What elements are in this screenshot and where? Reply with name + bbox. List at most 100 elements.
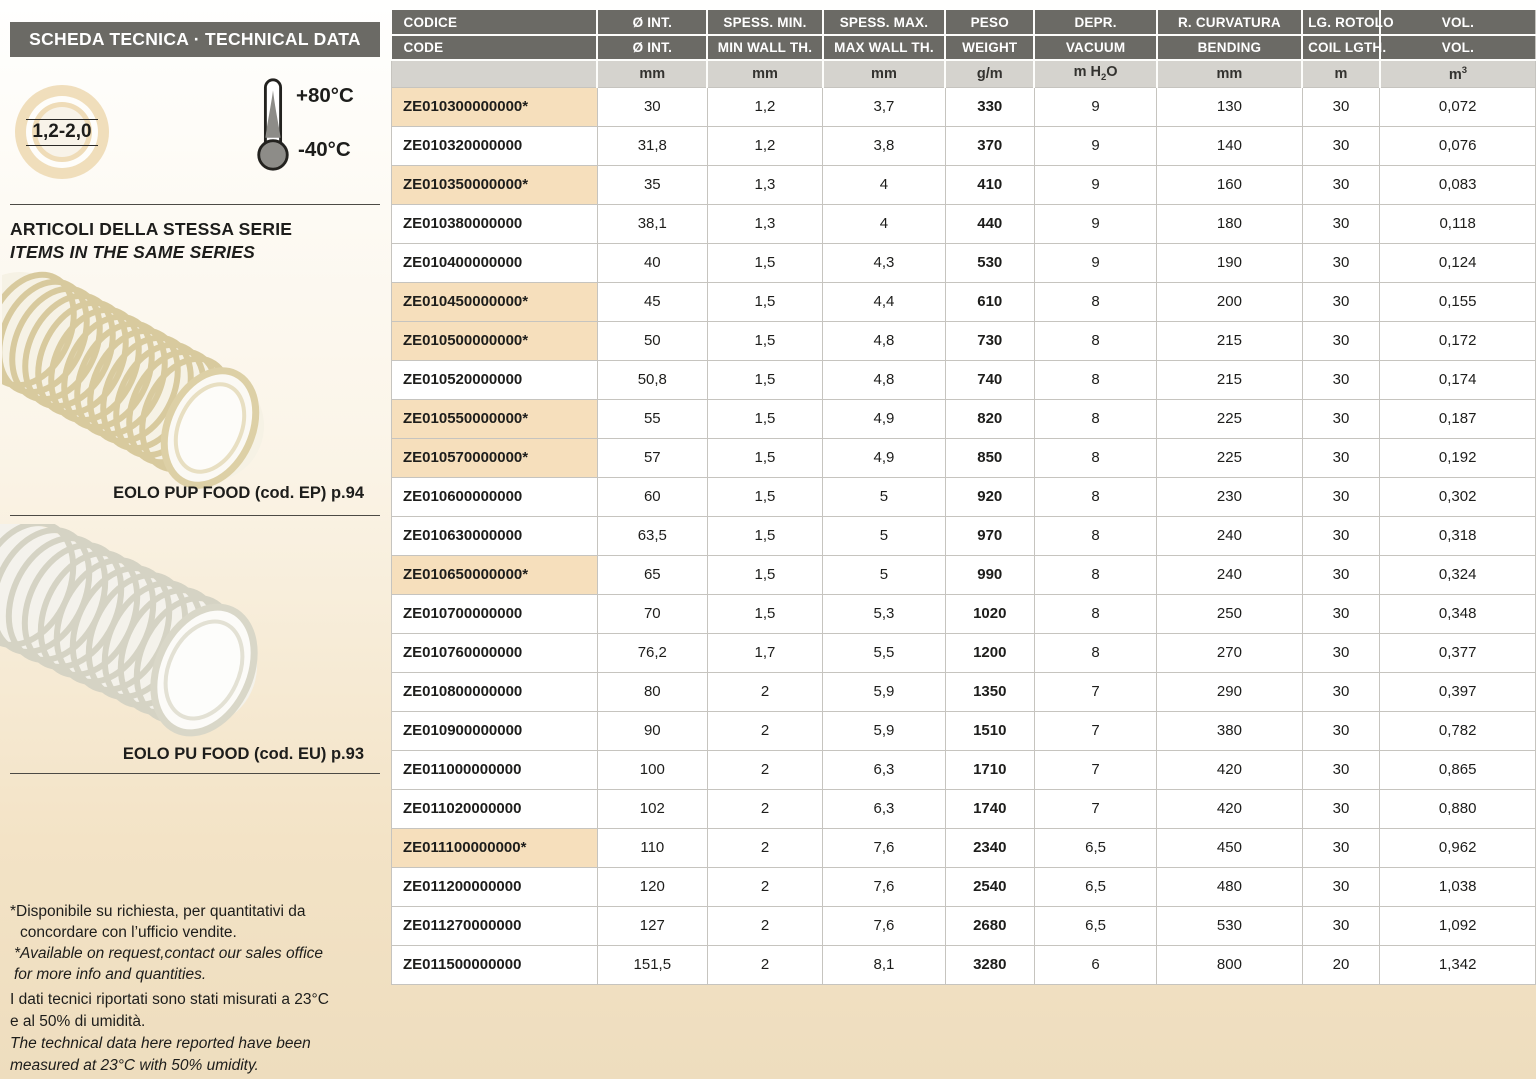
table-row: ZE011270000000 127 2 7,6 2680 6,5 530 30 1,092 bbox=[391, 905, 1536, 946]
table-row: ZE011500000000 151,5 2 8,1 3280 6 800 20 1,342 bbox=[391, 944, 1536, 985]
value-cell: 480 bbox=[1156, 866, 1303, 907]
code-cell: ZE010800000000 bbox=[391, 671, 598, 712]
value-cell: 530 bbox=[1156, 905, 1303, 946]
value-cell: 0,076 bbox=[1379, 125, 1536, 166]
col-maxwall-unit: mm bbox=[822, 59, 947, 88]
value-cell: 30 bbox=[596, 86, 708, 127]
value-cell: 127 bbox=[596, 905, 708, 946]
value-cell: 2 bbox=[706, 788, 824, 829]
col-vol-unit: m3 bbox=[1379, 59, 1536, 88]
value-cell: 4,8 bbox=[822, 320, 946, 361]
value-cell: 45 bbox=[596, 281, 708, 322]
col-vacuum-label-it: DEPR. bbox=[1034, 10, 1158, 36]
code-cell: ZE010300000000* bbox=[391, 86, 598, 127]
value-cell: 9 bbox=[1033, 125, 1158, 166]
value-cell: 50,8 bbox=[596, 359, 708, 400]
table-row: ZE010520000000 50,8 1,5 4,8 740 8 215 30 0,174 bbox=[391, 359, 1536, 400]
value-cell: 2 bbox=[706, 944, 824, 985]
value-cell: 0,172 bbox=[1379, 320, 1536, 361]
code-cell: ZE010570000000* bbox=[391, 437, 598, 478]
header-row-italian: CODICE Ø INT. SPESS. MIN. SPESS. MAX. PESO DE… bbox=[391, 10, 1536, 36]
value-cell: 1,7 bbox=[706, 632, 824, 673]
value-cell: 5 bbox=[822, 515, 946, 556]
code-cell: ZE010350000000* bbox=[391, 164, 598, 205]
footnote-it-line: concordare con l’ufficio vendite. bbox=[20, 924, 237, 941]
value-cell: 20 bbox=[1301, 944, 1381, 985]
value-cell: 0,318 bbox=[1379, 515, 1536, 556]
value-cell: 1,5 bbox=[706, 281, 824, 322]
hose-cross-section-rings-icon bbox=[15, 85, 109, 179]
header-row-english: CODE Ø INT. MIN WALL TH. MAX WALL TH. WEIGHT… bbox=[391, 35, 1536, 61]
value-cell: 0,187 bbox=[1379, 398, 1536, 439]
value-cell: 30 bbox=[1301, 749, 1381, 790]
value-cell: 7 bbox=[1033, 671, 1158, 712]
value-cell: 0,118 bbox=[1379, 203, 1536, 244]
table-row: ZE010300000000* 30 1,2 3,7 330 9 130 30 0,072 bbox=[391, 86, 1536, 127]
value-cell: 120 bbox=[596, 866, 708, 907]
value-cell: 30 bbox=[1301, 593, 1381, 634]
table-row: ZE010760000000 76,2 1,7 5,5 1200 8 270 30 0,377 bbox=[391, 632, 1536, 673]
col-weight-unit: g/m bbox=[944, 59, 1036, 88]
value-cell: 990 bbox=[944, 554, 1035, 595]
footnote-it-line: I dati tecnici riportati sono stati misu… bbox=[10, 991, 329, 1008]
value-cell: 1020 bbox=[944, 593, 1035, 634]
value-cell: 240 bbox=[1156, 554, 1303, 595]
value-cell: 730 bbox=[944, 320, 1035, 361]
value-cell: 7,6 bbox=[822, 827, 946, 868]
value-cell: 2 bbox=[706, 905, 824, 946]
value-cell: 6,5 bbox=[1033, 905, 1158, 946]
value-cell: 4 bbox=[822, 164, 946, 205]
value-cell: 250 bbox=[1156, 593, 1303, 634]
value-cell: 30 bbox=[1301, 905, 1381, 946]
value-cell: 4,3 bbox=[822, 242, 946, 283]
value-cell: 160 bbox=[1156, 164, 1303, 205]
table-row: ZE011200000000 120 2 7,6 2540 6,5 480 30 1,038 bbox=[391, 866, 1536, 907]
value-cell: 530 bbox=[944, 242, 1035, 283]
value-cell: 30 bbox=[1301, 164, 1381, 205]
table-row: ZE010630000000 63,5 1,5 5 970 8 240 30 0,318 bbox=[391, 515, 1536, 556]
value-cell: 9 bbox=[1033, 203, 1158, 244]
code-cell: ZE010520000000 bbox=[391, 359, 598, 400]
value-cell: 0,072 bbox=[1379, 86, 1536, 127]
value-cell: 1,038 bbox=[1379, 866, 1536, 907]
temperature-max: +80°C bbox=[296, 84, 354, 107]
value-cell: 6,5 bbox=[1033, 866, 1158, 907]
table-row: ZE010570000000* 57 1,5 4,9 850 8 225 30 0,192 bbox=[391, 437, 1536, 478]
value-cell: 8 bbox=[1033, 320, 1158, 361]
col-code-unit bbox=[391, 59, 599, 88]
value-cell: 1740 bbox=[944, 788, 1035, 829]
info-panel: SCHEDA TECNICA · TECHNICAL DATA 1,2-2,0 … bbox=[0, 0, 392, 1079]
value-cell: 5,3 bbox=[822, 593, 946, 634]
related-item-caption: EOLO PUP FOOD (cod. EP) p.94 bbox=[113, 484, 364, 502]
value-cell: 4,9 bbox=[822, 437, 946, 478]
value-cell: 9 bbox=[1033, 164, 1158, 205]
measurement-footnote: I dati tecnici riportati sono stati misu… bbox=[10, 989, 329, 1077]
availability-footnote: *Disponibile su richiesta, per quantitat… bbox=[10, 901, 323, 985]
value-cell: 420 bbox=[1156, 788, 1303, 829]
value-cell: 30 bbox=[1301, 554, 1381, 595]
value-cell: 2 bbox=[706, 710, 824, 751]
code-cell: ZE010900000000 bbox=[391, 710, 598, 751]
code-cell: ZE010500000000* bbox=[391, 320, 598, 361]
value-cell: 5 bbox=[822, 476, 946, 517]
value-cell: 30 bbox=[1301, 242, 1381, 283]
value-cell: 0,192 bbox=[1379, 437, 1536, 478]
value-cell: 30 bbox=[1301, 632, 1381, 673]
value-cell: 30 bbox=[1301, 827, 1381, 868]
value-cell: 240 bbox=[1156, 515, 1303, 556]
col-vacuum-label-en: VACUUM bbox=[1034, 35, 1158, 61]
series-title-en: ITEMS IN THE SAME SERIES bbox=[10, 242, 255, 262]
value-cell: 7,6 bbox=[822, 905, 946, 946]
value-cell: 7 bbox=[1033, 788, 1158, 829]
series-title-it: ARTICOLI DELLA STESSA SERIE bbox=[10, 219, 293, 239]
value-cell: 215 bbox=[1156, 359, 1303, 400]
value-cell: 30 bbox=[1301, 515, 1381, 556]
divider bbox=[10, 204, 380, 205]
value-cell: 8,1 bbox=[822, 944, 946, 985]
value-cell: 330 bbox=[944, 86, 1035, 127]
value-cell: 30 bbox=[1301, 125, 1381, 166]
col-bending-label-it: R. CURVATURA bbox=[1156, 10, 1304, 36]
table-row: ZE010380000000 38,1 1,3 4 440 9 180 30 0,118 bbox=[391, 203, 1536, 244]
value-cell: 151,5 bbox=[596, 944, 708, 985]
value-cell: 1,092 bbox=[1379, 905, 1536, 946]
